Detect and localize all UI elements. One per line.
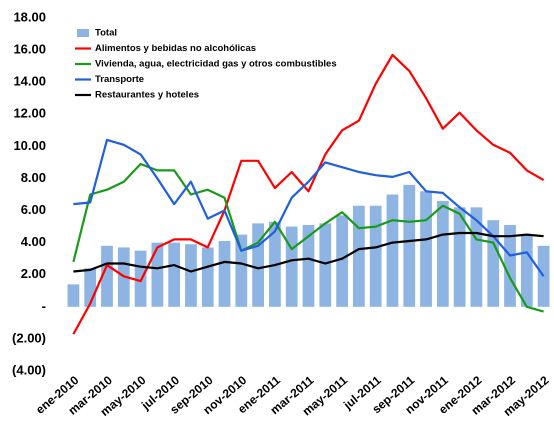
y-tick-label: (4.00): [12, 362, 46, 377]
line: [72, 53, 545, 335]
y-tick-label: 8.00: [21, 170, 46, 185]
bar: [201, 247, 214, 307]
bar: [487, 220, 500, 307]
bar: [420, 191, 432, 307]
y-tick-label: 12.00: [13, 106, 46, 121]
bar: [537, 245, 550, 307]
legend-label: Restaurantes y hoteles: [95, 90, 199, 101]
bar: [353, 205, 365, 307]
legend-label: Total: [95, 28, 117, 39]
bar: [336, 215, 348, 307]
y-tick-label: 14.00: [13, 74, 46, 89]
line: [72, 162, 544, 313]
y-tick-label: (2.00): [12, 330, 46, 345]
bar: [67, 284, 80, 307]
bar: [101, 245, 113, 307]
y-tick-label: 10.00: [13, 138, 46, 153]
bar: [285, 226, 298, 307]
bar: [235, 234, 248, 307]
bar: [252, 223, 264, 307]
bar: [319, 223, 332, 307]
bar: [403, 184, 416, 307]
bar: [504, 224, 516, 307]
y-tick-label: 4.00: [21, 234, 46, 249]
legend-label: Vivienda, agua, electricidad gas y otros…: [95, 59, 337, 70]
y-tick-label: 6.00: [21, 202, 46, 217]
bar: [151, 242, 164, 307]
bar: [168, 242, 181, 307]
bar: [470, 207, 483, 307]
y-tick-label: 16.00: [13, 42, 46, 57]
bar: [436, 200, 449, 307]
bar: [453, 207, 466, 307]
bar: [84, 268, 97, 307]
line: [73, 138, 545, 277]
bar: [369, 205, 382, 307]
line: [73, 231, 544, 273]
bar: [386, 194, 399, 307]
bar: [302, 224, 315, 307]
legend-swatch: [77, 29, 89, 37]
y-tick-label: 18.00: [13, 9, 46, 24]
bar: [520, 234, 533, 307]
y-tick-label: 2.00: [21, 266, 46, 281]
bar: [185, 244, 197, 307]
bar: [218, 241, 231, 307]
y-tick-label: -: [42, 298, 46, 313]
legend-label: Transporte: [95, 74, 144, 85]
legend-label: Alimentos y bebidas no alcohólicas: [95, 43, 256, 54]
